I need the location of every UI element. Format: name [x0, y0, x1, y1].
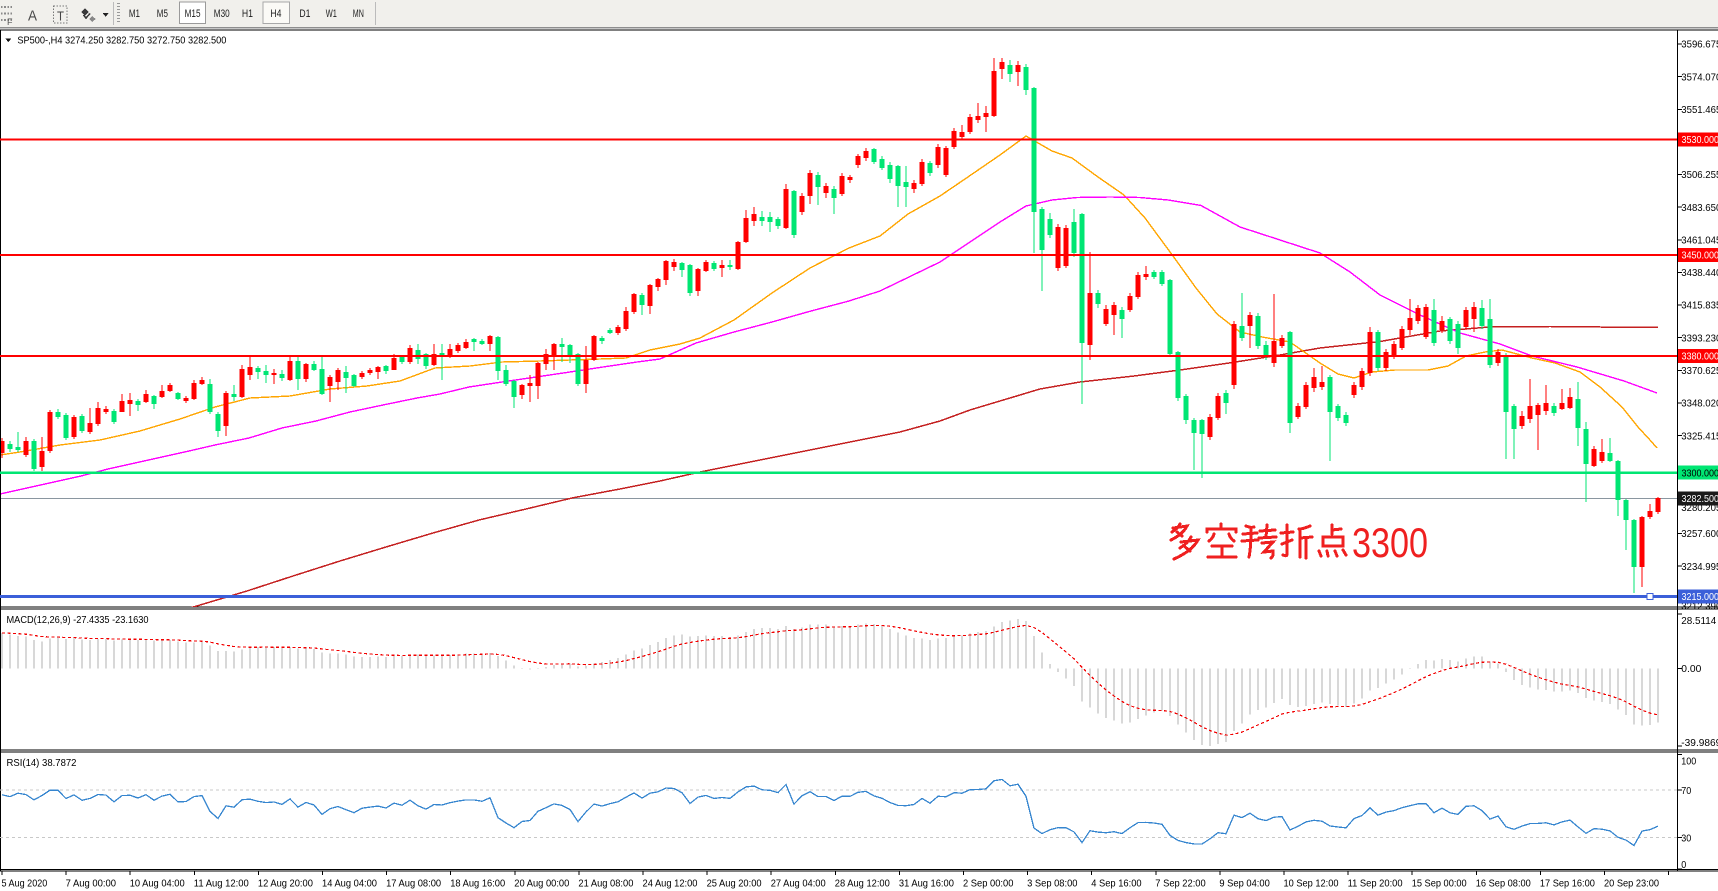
svg-text:3574.070: 3574.070: [1681, 71, 1718, 83]
svg-text:3483.650: 3483.650: [1681, 202, 1718, 214]
svg-text:27 Aug 04:00: 27 Aug 04:00: [771, 877, 826, 889]
svg-text:30: 30: [1681, 833, 1691, 845]
svg-text:10 Aug 04:00: 10 Aug 04:00: [130, 877, 185, 889]
svg-text:3215.000: 3215.000: [1682, 591, 1718, 603]
svg-text:MN: MN: [353, 8, 364, 20]
svg-text:3461.045: 3461.045: [1681, 235, 1718, 247]
svg-text:4 Sep 16:00: 4 Sep 16:00: [1091, 877, 1142, 889]
svg-text:3282.500: 3282.500: [1682, 493, 1718, 505]
svg-text:20 Aug 00:00: 20 Aug 00:00: [514, 877, 569, 889]
svg-text:3325.415: 3325.415: [1681, 430, 1718, 442]
svg-text:M1: M1: [129, 8, 140, 20]
svg-text:12 Aug 20:00: 12 Aug 20:00: [258, 877, 313, 889]
svg-text:5 Aug 2020: 5 Aug 2020: [2, 877, 48, 889]
svg-text:0.00: 0.00: [1681, 663, 1701, 675]
svg-text:D1: D1: [299, 8, 310, 20]
svg-text:11 Aug 12:00: 11 Aug 12:00: [194, 877, 249, 889]
svg-text:-39.9869: -39.9869: [1681, 737, 1718, 749]
svg-text:28.5114: 28.5114: [1681, 615, 1716, 627]
svg-text:28 Aug 12:00: 28 Aug 12:00: [835, 877, 890, 889]
svg-text:24 Aug 12:00: 24 Aug 12:00: [643, 877, 698, 889]
svg-text:21 Aug 08:00: 21 Aug 08:00: [578, 877, 633, 889]
svg-text:7 Sep 22:00: 7 Sep 22:00: [1155, 877, 1206, 889]
svg-text:3450.000: 3450.000: [1682, 250, 1718, 262]
svg-text:M30: M30: [214, 8, 230, 20]
svg-text:20 Sep 23:00: 20 Sep 23:00: [1604, 877, 1659, 889]
svg-text:17 Sep 16:00: 17 Sep 16:00: [1540, 877, 1595, 889]
svg-text:3370.625: 3370.625: [1681, 365, 1718, 377]
svg-text:3393.230: 3393.230: [1681, 332, 1718, 344]
svg-text:15 Sep 00:00: 15 Sep 00:00: [1412, 877, 1467, 889]
svg-text:3212.390: 3212.390: [1681, 601, 1718, 613]
svg-text:3415.835: 3415.835: [1681, 300, 1718, 312]
svg-text:3380.000: 3380.000: [1682, 351, 1718, 363]
svg-text:3257.600: 3257.600: [1681, 528, 1718, 540]
svg-text:18 Aug 16:00: 18 Aug 16:00: [450, 877, 505, 889]
svg-text:SP500-,H4 3274.250 3282.750 3: SP500-,H4 3274.250 3282.750 3272.750 328…: [17, 35, 226, 47]
svg-text:T: T: [57, 9, 64, 24]
svg-text:3300: 3300: [1352, 519, 1428, 566]
svg-text:3506.255: 3506.255: [1681, 169, 1718, 181]
svg-text:M5: M5: [157, 8, 168, 20]
svg-text:31 Aug 16:00: 31 Aug 16:00: [899, 877, 954, 889]
svg-text:3 Sep 08:00: 3 Sep 08:00: [1027, 877, 1078, 889]
svg-text:9 Sep 04:00: 9 Sep 04:00: [1219, 877, 1270, 889]
svg-text:H4: H4: [270, 8, 281, 20]
svg-text:25 Aug 20:00: 25 Aug 20:00: [707, 877, 762, 889]
svg-text:F: F: [7, 17, 13, 27]
svg-text:3530.000: 3530.000: [1682, 134, 1718, 146]
svg-text:3551.465: 3551.465: [1681, 104, 1718, 116]
svg-text:MACD(12,26,9) -27.4335 -23.163: MACD(12,26,9) -27.4335 -23.1630: [7, 615, 149, 626]
svg-text:14 Aug 04:00: 14 Aug 04:00: [322, 877, 377, 889]
svg-text:17 Aug 08:00: 17 Aug 08:00: [386, 877, 441, 889]
svg-text:W1: W1: [326, 8, 337, 20]
svg-text:3234.995: 3234.995: [1681, 561, 1718, 573]
svg-text:0: 0: [1681, 859, 1686, 871]
svg-text:H1: H1: [242, 8, 253, 20]
svg-text:A: A: [28, 8, 37, 25]
svg-text:M15: M15: [185, 8, 201, 20]
svg-text:16 Sep 08:00: 16 Sep 08:00: [1476, 877, 1531, 889]
svg-text:11 Sep 20:00: 11 Sep 20:00: [1348, 877, 1403, 889]
svg-text:3596.675: 3596.675: [1681, 39, 1718, 51]
svg-text:3300.000: 3300.000: [1682, 467, 1718, 479]
svg-text:100: 100: [1681, 756, 1696, 768]
svg-text:7 Aug 00:00: 7 Aug 00:00: [66, 877, 117, 889]
svg-text:3348.020: 3348.020: [1681, 398, 1718, 410]
svg-text:3438.440: 3438.440: [1681, 267, 1718, 279]
svg-text:2 Sep 00:00: 2 Sep 00:00: [963, 877, 1014, 889]
svg-text:10 Sep 12:00: 10 Sep 12:00: [1284, 877, 1339, 889]
svg-text:70: 70: [1681, 785, 1691, 797]
svg-text:RSI(14) 38.7872: RSI(14) 38.7872: [7, 758, 77, 769]
